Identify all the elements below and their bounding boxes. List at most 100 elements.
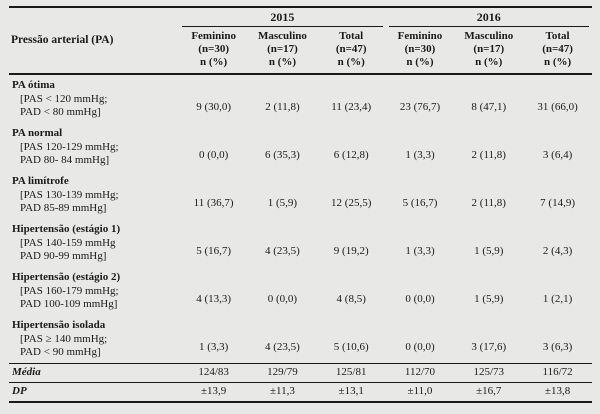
column-header-line: (n=17) [267,43,298,55]
blood-pressure-table: Pressão arterial (PA) 2015 2016 Feminino(… [9,6,592,403]
column-header-line: n (%) [406,56,434,68]
row-label: DP [9,382,180,402]
data-row: [PAS < 120 mmHg; PAD < 80 mmHg] 9 (30,0) 2 … [9,92,592,123]
value-cell: 3 (6,4) [542,148,573,161]
value-cell: 2 (4,3) [542,244,573,257]
section-label: Hipertensão isolada [12,319,106,331]
column-header: Total (n=47) n (%) [316,27,386,75]
row-label-line: [PAS < 120 mmHg; [20,93,108,105]
column-header-line: (n=47) [542,43,573,55]
row-label-line: PAD 100-109 mmHg] [20,298,118,310]
row-label-line: [PAS 120-129 mmHg; [20,141,119,153]
column-header-line: Total [339,30,364,42]
column-header-line: Masculino [257,30,307,42]
row-label: Média [9,363,180,383]
section-row: PA normal [9,123,592,140]
value-cell: 7 (14,9) [540,196,575,209]
value-cell: 1 (5,9) [267,196,298,209]
row-label-line: PAD < 90 mmHg] [20,346,101,358]
row-label-line: [PAS 160-179 mmHg; [20,285,119,297]
value-cell: 9 (30,0) [196,100,232,113]
value-cell: 125/81 [316,363,386,383]
data-row: [PAS 140-159 mmHg PAD 90-99 mmHg] 5 (16,7)… [9,236,592,267]
row-label: [PAS 120-129 mmHg; PAD 80- 84 mmHg] [9,140,179,171]
column-header: Masculino (n=17) n (%) [454,27,524,75]
column-header: Feminino (n=30) n (%) [179,27,249,75]
value-cell: 2 (11,8) [471,196,506,209]
value-cell: 23 (76,7) [399,100,441,113]
value-cell: 4 (8,5) [336,292,366,305]
value-cell: ±13,9 [179,382,249,402]
value-cell: ±16,7 [454,382,524,402]
column-header-line: n (%) [268,56,297,68]
value-cell: ±13,8 [523,382,592,402]
value-cell: ±11,0 [385,382,455,402]
year-label: 2016 [388,8,589,27]
value-cell: 2 (11,8) [265,100,300,113]
section-label: Hipertensão (estágio 2) [12,271,121,283]
value-cell: 5 (10,6) [333,340,369,353]
section-label: Hipertensão (estágio 1) [12,223,121,235]
value-cell: 5 (16,7) [402,196,438,209]
row-label: [PAS 140-159 mmHg PAD 90-99 mmHg] [9,236,179,267]
value-cell: 6 (12,8) [333,148,369,161]
value-cell: 112/70 [385,363,455,383]
column-header-line: Feminino [397,30,443,42]
value-cell: 0 (0,0) [405,292,435,305]
value-cell: 4 (23,5) [265,340,300,353]
value-cell: 0 (0,0) [198,148,229,161]
value-cell: 129/79 [248,363,317,383]
row-header-label: Pressão arterial (PA) [9,7,180,75]
value-cell: ±13,1 [316,382,386,402]
row-label-line: PAD 80- 84 mmHg] [20,154,110,166]
value-cell: 3 (17,6) [471,340,507,353]
row-label: [PAS 160-179 mmHg; PAD 100-109 mmHg] [9,284,179,315]
column-header: Feminino (n=30) n (%) [385,27,455,75]
column-header-line: (n=30) [404,43,436,55]
data-row: [PAS ≥ 140 mmHg; PAD < 90 mmHg] 1 (3,3) 4 (… [9,332,592,364]
value-cell: 4 (23,5) [265,244,300,257]
column-header-line: Total [545,30,570,42]
section-label: PA ótima [12,79,55,91]
year-group-header: 2015 [179,7,385,27]
value-cell: 6 (35,3) [265,148,300,161]
year-group-header: 2016 [386,7,592,27]
column-header-line: Feminino [191,30,236,42]
column-header: Total (n=47) n (%) [523,27,592,75]
value-cell: 0 (0,0) [267,292,298,305]
section-row: Hipertensão isolada [9,315,592,332]
column-header-line: Masculino [464,30,514,42]
column-header-line: n (%) [337,56,365,68]
row-label-line: PAD 90-99 mmHg] [20,250,107,262]
value-cell: 1 (5,9) [474,292,504,305]
row-label-line: [PAS ≥ 140 mmHg; [20,333,108,345]
section-label: PA normal [12,127,63,139]
summary-row: DP ±13,9 ±11,3 ±13,1 ±11,0 ±16,7 ±13,8 [9,382,592,402]
section-label: PA limítrofe [12,175,69,187]
value-cell: 8 (47,1) [471,100,507,113]
summary-row: Média 124/83 129/79 125/81 112/70 125/73 116/7… [9,363,592,383]
column-header-line: (n=17) [473,43,505,55]
row-label-line: PAD 85-89 mmHg] [20,202,107,214]
value-cell: 124/83 [179,363,249,383]
row-label: [PAS 130-139 mmHg; PAD 85-89 mmHg] [9,188,179,219]
table-body: PA ótima [PAS < 120 mmHg; PAD < 80 mmHg] 9 … [9,74,592,402]
year-label: 2015 [182,8,383,27]
row-label-line: [PAS 130-139 mmHg; [20,189,119,201]
value-cell: 1 (3,3) [405,244,435,257]
value-cell: 4 (13,3) [196,292,232,305]
value-cell: 11 (23,4) [331,100,372,113]
column-header-line: n (%) [475,56,503,68]
row-label-line: [PAS 140-159 mmHg [20,237,116,249]
column-header-line: (n=47) [335,43,367,55]
row-label: [PAS < 120 mmHg; PAD < 80 mmHg] [9,92,179,123]
column-header-line: n (%) [200,56,228,68]
value-cell: 12 (25,5) [331,196,372,209]
column-header-line: (n=30) [198,43,229,55]
column-header: Masculino (n=17) n (%) [248,27,317,75]
value-cell: 1 (3,3) [405,148,435,161]
value-cell: 9 (19,2) [333,244,369,257]
value-cell: 1 (3,3) [198,340,229,353]
table-header: Pressão arterial (PA) 2015 2016 Feminino(… [9,7,592,75]
section-row: PA ótima [9,74,592,92]
